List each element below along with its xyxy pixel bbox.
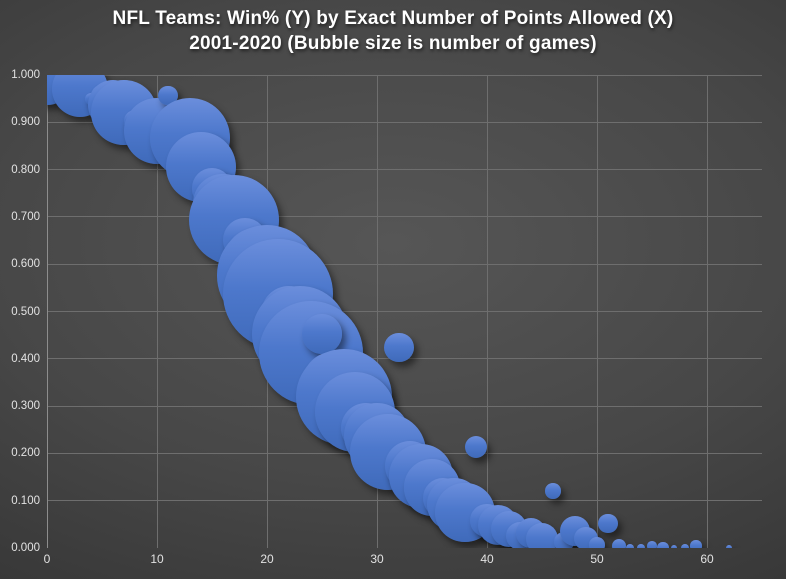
x-tick-label-20: 20: [260, 552, 274, 566]
gridline-x-40: [486, 75, 488, 548]
y-tick-label-0.500: 0.500: [11, 305, 40, 318]
bubble-points-allowed-46[interactable]: [545, 482, 561, 499]
bubble-points-allowed-62[interactable]: [725, 544, 733, 548]
bubble-points-allowed-55[interactable]: [647, 541, 657, 548]
gridline-y-1.000: [47, 75, 762, 76]
y-tick-label-0.700: 0.700: [11, 210, 40, 223]
gridline-y-0.700: [47, 216, 762, 218]
bubble-points-allowed-53[interactable]: [625, 543, 635, 548]
bubble-points-allowed-25[interactable]: [302, 313, 342, 354]
bubble-points-allowed-56[interactable]: [657, 542, 669, 548]
plot-area: [47, 75, 762, 548]
y-tick-label-0.100: 0.100: [11, 494, 40, 507]
y-tick-label-0.600: 0.600: [11, 258, 40, 271]
bubble-points-allowed-50[interactable]: [589, 537, 605, 548]
x-tick-label-0: 0: [43, 552, 51, 566]
y-tick-label-0.200: 0.200: [11, 447, 40, 460]
x-tick-label-60: 60: [700, 552, 714, 566]
y-tick-label-0.300: 0.300: [11, 400, 40, 413]
gridline-y-0.500: [47, 311, 762, 312]
gridline-y-0.600: [47, 263, 762, 265]
gridline-y-0.800: [47, 169, 762, 171]
bubble-points-allowed-52[interactable]: [611, 538, 627, 548]
y-tick-label-0.000: 0.000: [11, 542, 40, 554]
bubble-points-allowed-32[interactable]: [384, 332, 414, 363]
x-tick-label-10: 10: [150, 552, 164, 566]
gridline-y-0.000: [47, 547, 762, 548]
bubble-points-allowed-39[interactable]: [465, 435, 487, 458]
gridline-x-50: [596, 75, 598, 548]
y-tick-label-0.800: 0.800: [11, 163, 40, 176]
y-tick-label-0.400: 0.400: [11, 352, 40, 365]
y-tick-label-1.000: 1.000: [11, 69, 40, 81]
gridline-x-0: [47, 75, 48, 548]
bubble-points-allowed-59[interactable]: [690, 540, 702, 548]
x-tick-label-40: 40: [480, 552, 494, 566]
bubble-points-allowed-45[interactable]: [526, 523, 558, 548]
gridline-y-0.900: [47, 121, 762, 123]
gridline-x-60: [706, 75, 708, 548]
bubble-points-allowed-57[interactable]: [670, 544, 678, 548]
gridline-x-30: [376, 75, 378, 548]
y-tick-label-0.900: 0.900: [11, 116, 40, 129]
bubble-points-allowed-51[interactable]: [598, 513, 618, 534]
gridline-x-10: [156, 75, 158, 548]
chart-title: NFL Teams: Win% (Y) by Exact Number of P…: [0, 6, 786, 56]
x-tick-label-50: 50: [590, 552, 604, 566]
bubble-points-allowed-58[interactable]: [680, 543, 690, 548]
chart-title-line1: NFL Teams: Win% (Y) by Exact Number of P…: [112, 8, 674, 29]
x-tick-label-30: 30: [370, 552, 384, 566]
chart-title-line2: 2001-2020 (Bubble size is number of game…: [189, 33, 597, 54]
bubble-points-allowed-54[interactable]: [636, 543, 646, 548]
gridline-y-0.300: [47, 405, 762, 407]
